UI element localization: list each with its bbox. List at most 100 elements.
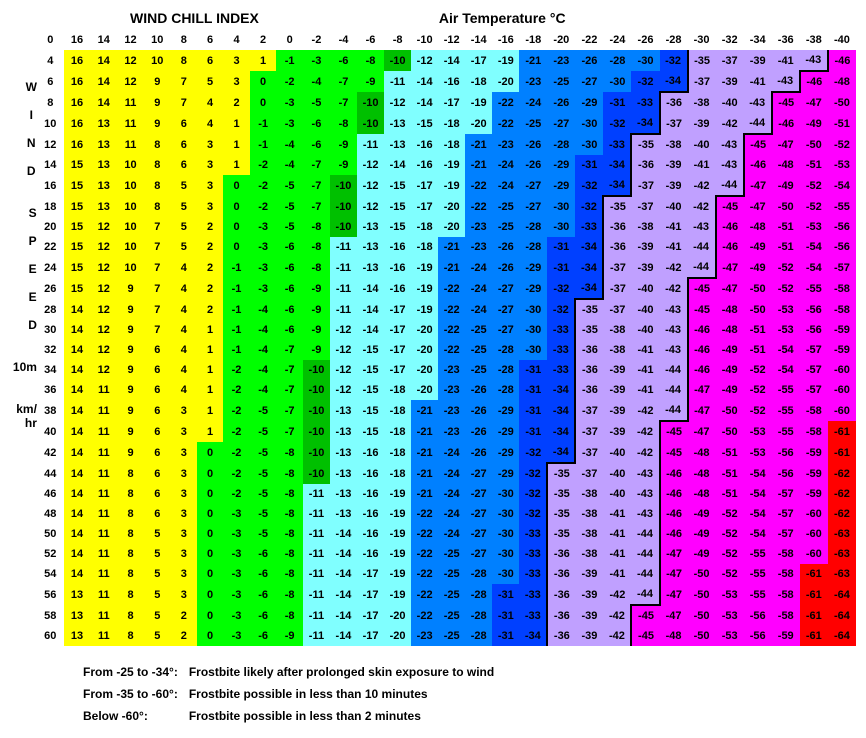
wc-cell: -8 — [276, 584, 303, 605]
wc-cell: 11 — [90, 544, 117, 564]
wc-cell: -49 — [688, 544, 716, 564]
wc-cell: 12 — [117, 71, 144, 92]
wc-cell: -3 — [250, 217, 277, 237]
wc-cell: -47 — [688, 380, 716, 400]
wc-cell: -36 — [547, 564, 575, 584]
wc-cell: -47 — [688, 421, 716, 442]
wc-cell: -52 — [716, 504, 744, 524]
wc-cell: -15 — [357, 380, 384, 400]
wc-cell: -26 — [547, 92, 575, 113]
wc-cell: 6 — [144, 400, 171, 421]
wc-cell: -19 — [384, 584, 411, 605]
wc-cell: 8 — [171, 50, 197, 71]
temp-header: -16 — [492, 30, 519, 50]
corner-zero: 0 — [37, 30, 64, 50]
wc-cell: -41 — [631, 340, 659, 360]
wc-cell: 5 — [171, 237, 197, 257]
wc-cell: -43 — [716, 155, 744, 175]
wc-cell: -41 — [631, 360, 659, 380]
wc-cell: 11 — [90, 380, 117, 400]
wc-cell: -13 — [384, 134, 411, 155]
wc-cell: 0 — [197, 544, 223, 564]
wc-cell: 9 — [117, 380, 144, 400]
wc-cell: 15 — [64, 278, 91, 299]
wc-cell: -27 — [492, 320, 519, 340]
wc-cell: -14 — [330, 626, 357, 646]
wc-cell: -40 — [631, 320, 659, 340]
wc-cell: 2 — [197, 237, 223, 257]
wc-cell: -22 — [411, 524, 438, 544]
wc-cell: 1 — [197, 360, 223, 380]
temp-header: 16 — [64, 30, 91, 50]
wc-cell: -61 — [800, 605, 828, 626]
wc-cell: -15 — [384, 217, 411, 237]
wc-cell: -17 — [411, 175, 438, 196]
temp-header: -34 — [744, 30, 772, 50]
wc-cell: -31 — [547, 257, 575, 278]
wc-cell: 8 — [117, 544, 144, 564]
wc-cell: -48 — [744, 217, 772, 237]
wc-cell: 13 — [90, 196, 117, 217]
wc-cell: -60 — [800, 544, 828, 564]
wc-cell: -21 — [411, 463, 438, 484]
wc-cell: -29 — [519, 278, 547, 299]
wc-cell: -37 — [575, 400, 603, 421]
wc-cell: -27 — [465, 504, 492, 524]
wc-cell: -44 — [631, 564, 659, 584]
wc-cell: -13 — [330, 421, 357, 442]
wc-cell: -1 — [223, 257, 250, 278]
wc-cell: -7 — [276, 360, 303, 380]
wc-cell: -34 — [660, 71, 688, 92]
wc-cell: -41 — [603, 504, 631, 524]
wc-cell: -28 — [492, 340, 519, 360]
wc-cell: -18 — [384, 421, 411, 442]
wc-cell: -11 — [303, 544, 330, 564]
wc-cell: -30 — [519, 340, 547, 360]
wc-cell: -40 — [688, 134, 716, 155]
wc-cell: 4 — [171, 320, 197, 340]
wc-cell: 13 — [64, 584, 91, 605]
wc-cell: -26 — [465, 380, 492, 400]
wc-cell: 0 — [250, 71, 277, 92]
wc-cell: -9 — [303, 340, 330, 360]
wc-cell: 6 — [144, 442, 171, 463]
wc-cell: -39 — [660, 175, 688, 196]
wc-cell: 1 — [197, 421, 223, 442]
wc-cell: -38 — [575, 504, 603, 524]
wc-cell: -62 — [828, 504, 856, 524]
wc-cell: 3 — [171, 584, 197, 605]
temp-header: 10 — [144, 30, 171, 50]
wc-cell: -61 — [800, 584, 828, 605]
wind-header: 36 — [37, 380, 64, 400]
wind-header: 6 — [37, 71, 64, 92]
wc-cell: -46 — [688, 320, 716, 340]
wc-cell: -50 — [744, 278, 772, 299]
wc-cell: 5 — [171, 217, 197, 237]
note-range: From -25 to -34°: — [82, 662, 186, 682]
wc-cell: -6 — [250, 605, 277, 626]
wc-cell: -33 — [519, 564, 547, 584]
wc-cell: -32 — [519, 463, 547, 484]
wind-header: 58 — [37, 605, 64, 626]
wc-cell: -20 — [465, 113, 492, 134]
wc-cell: -30 — [575, 113, 603, 134]
wc-cell: -21 — [438, 237, 465, 257]
wc-cell: -24 — [438, 442, 465, 463]
wc-cell: -45 — [688, 278, 716, 299]
wc-cell: -53 — [716, 584, 744, 605]
wc-cell: -27 — [465, 484, 492, 504]
wc-cell: -17 — [438, 92, 465, 113]
wc-cell: -47 — [660, 564, 688, 584]
wc-cell: -7 — [330, 71, 357, 92]
wc-cell: -4 — [250, 340, 277, 360]
wc-cell: -39 — [631, 257, 659, 278]
wc-cell: -49 — [688, 504, 716, 524]
wc-cell: 14 — [64, 564, 91, 584]
wc-cell: -51 — [716, 463, 744, 484]
wc-cell: 9 — [117, 421, 144, 442]
wc-cell: -20 — [438, 196, 465, 217]
wc-cell: -32 — [575, 175, 603, 196]
wc-cell: -15 — [384, 196, 411, 217]
wc-cell: -24 — [519, 92, 547, 113]
wc-cell: -49 — [716, 340, 744, 360]
